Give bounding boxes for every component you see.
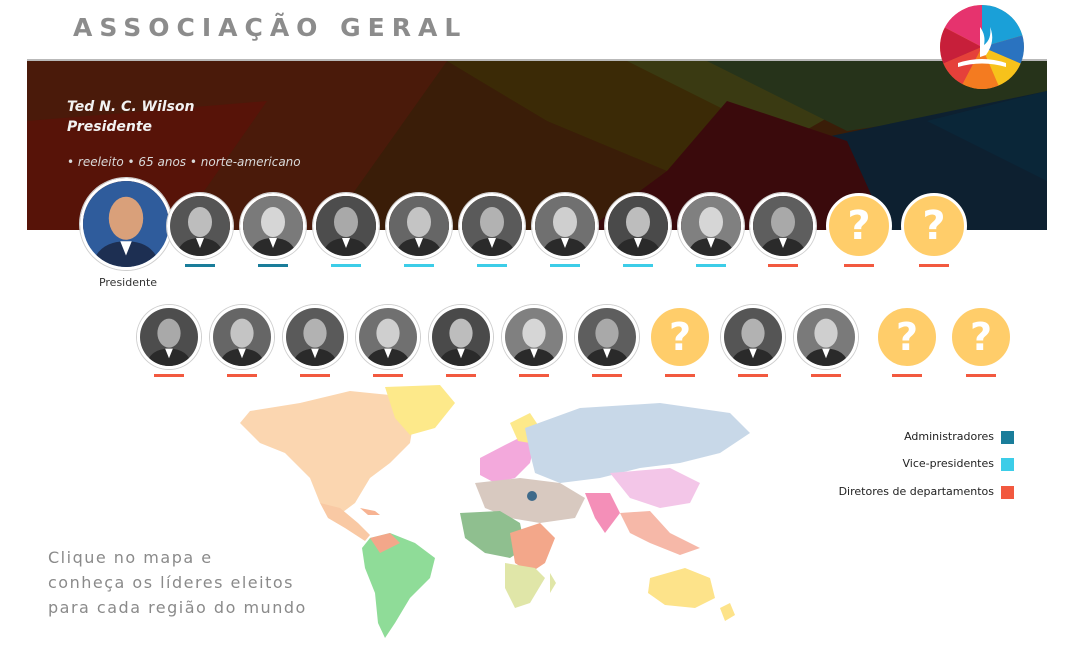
president-name: Ted N. C. Wilson — [67, 99, 195, 115]
unknown-leader-mark: ? — [922, 203, 946, 249]
leader-row1-1[interactable] — [167, 193, 233, 259]
map-instructions-line-2: conheça os líderes eleitos — [48, 573, 294, 592]
leader-row1-8[interactable] — [678, 193, 744, 259]
legend-label-directors: Diretores de departamentos — [838, 485, 994, 498]
leader-row1-5[interactable] — [459, 193, 525, 259]
map-region-greenland — [385, 385, 455, 435]
map-instructions-line-1: Clique no mapa e — [48, 548, 213, 567]
map-region-west-africa — [460, 511, 525, 558]
leader-row2-10[interactable] — [794, 305, 858, 369]
category-bar — [227, 374, 257, 377]
leader-row1-2[interactable] — [240, 193, 306, 259]
map-instructions-line-3: para cada região do mundo — [48, 598, 307, 617]
map-region-southern-asia-pacific — [620, 511, 700, 555]
category-bar — [592, 374, 622, 377]
unknown-leader-mark: ? — [847, 203, 871, 249]
map-region-south-asia — [585, 493, 620, 533]
leader-row1-10[interactable]: ? — [826, 193, 892, 259]
legend-swatch-vps — [1001, 458, 1014, 471]
leader-row2-7[interactable] — [575, 305, 639, 369]
category-bar — [665, 374, 695, 377]
page-title: ASSOCIAÇÃO GERAL — [73, 13, 468, 42]
unknown-leader-mark: ? — [969, 315, 993, 359]
leader-row2-11[interactable]: ? — [875, 305, 939, 369]
map-region-south-pacific — [648, 568, 715, 608]
leader-row2-12[interactable]: ? — [949, 305, 1013, 369]
category-bar — [550, 264, 580, 267]
president-photo[interactable] — [80, 178, 172, 270]
leader-row2-6[interactable] — [502, 305, 566, 369]
legend-label-vps: Vice-presidentes — [902, 457, 994, 470]
category-bar — [623, 264, 653, 267]
category-bar — [258, 264, 288, 267]
leader-row2-8[interactable]: ? — [648, 305, 712, 369]
category-bar — [154, 374, 184, 377]
category-bar — [477, 264, 507, 267]
category-bar — [919, 264, 949, 267]
category-bar — [844, 264, 874, 267]
map-region-northern-asia-pacific — [610, 468, 700, 508]
leader-row1-9[interactable] — [750, 193, 816, 259]
church-logo — [940, 5, 1024, 89]
leader-row2-5[interactable] — [429, 305, 493, 369]
map-region-southern-africa — [505, 563, 545, 608]
legend-swatch-directors — [1001, 486, 1014, 499]
president-role: Presidente — [67, 119, 153, 135]
category-bar — [811, 374, 841, 377]
category-bar — [373, 374, 403, 377]
category-bar — [185, 264, 215, 267]
map-region-north-america — [240, 391, 415, 518]
leader-row2-9[interactable] — [721, 305, 785, 369]
legend-swatch-admins — [1001, 431, 1014, 444]
map-region-europe — [480, 435, 535, 483]
category-bar — [892, 374, 922, 377]
president-info: • reeleito • 65 anos • norte-americano — [67, 155, 301, 169]
leader-row1-4[interactable] — [386, 193, 452, 259]
leader-row1-3[interactable] — [313, 193, 379, 259]
category-bar — [768, 264, 798, 267]
unknown-leader-mark: ? — [895, 315, 919, 359]
leader-row2-1[interactable] — [137, 305, 201, 369]
map-region-caribbean — [360, 508, 380, 515]
category-bar — [738, 374, 768, 377]
map-instructions: Clique no mapa e conheça os líderes elei… — [48, 545, 307, 620]
category-bar — [966, 374, 996, 377]
category-bar — [446, 374, 476, 377]
map-region-central-america — [320, 503, 370, 541]
category-bar — [331, 264, 361, 267]
category-bar — [519, 374, 549, 377]
president-caption: Presidente — [98, 276, 158, 289]
leader-row2-2[interactable] — [210, 305, 274, 369]
map-region-east-africa — [510, 523, 555, 573]
leader-row1-11[interactable]: ? — [901, 193, 967, 259]
map-region-south-america — [362, 533, 435, 638]
leader-row2-4[interactable] — [356, 305, 420, 369]
header-divider — [27, 59, 1047, 61]
world-map[interactable] — [240, 383, 760, 643]
map-region-euro-asia — [525, 403, 750, 483]
category-bar — [300, 374, 330, 377]
leader-row1-6[interactable] — [532, 193, 598, 259]
header: ASSOCIAÇÃO GERAL — [0, 0, 1078, 60]
map-marker — [527, 491, 537, 501]
leader-row1-7[interactable] — [605, 193, 671, 259]
category-bar — [404, 264, 434, 267]
leader-row2-3[interactable] — [283, 305, 347, 369]
unknown-leader-mark: ? — [668, 315, 692, 359]
category-bar — [696, 264, 726, 267]
legend-label-admins: Administradores — [904, 430, 994, 443]
